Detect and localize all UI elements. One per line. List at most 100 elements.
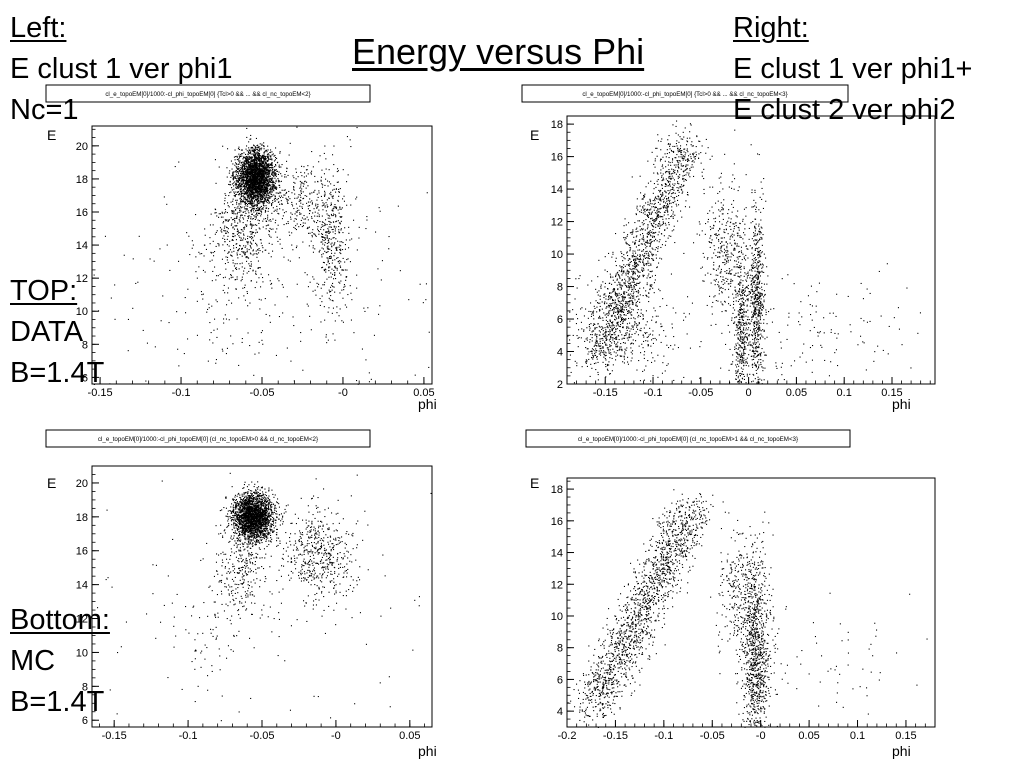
data-point <box>187 338 188 339</box>
data-point <box>250 195 251 196</box>
data-point <box>248 201 249 202</box>
data-point <box>253 375 254 376</box>
data-point <box>761 227 762 228</box>
data-point <box>234 176 235 177</box>
data-point <box>321 177 322 178</box>
data-point <box>274 169 275 170</box>
data-point <box>264 200 265 201</box>
data-point <box>243 245 244 246</box>
data-point <box>750 275 751 276</box>
data-point <box>255 153 256 154</box>
data-point <box>345 304 346 305</box>
data-point <box>328 218 329 219</box>
data-point <box>275 232 276 233</box>
data-point <box>743 314 744 315</box>
data-point <box>328 248 329 249</box>
data-point <box>274 178 275 179</box>
data-point <box>745 353 746 354</box>
data-point <box>286 171 287 172</box>
data-point <box>747 358 748 359</box>
data-point <box>747 345 748 346</box>
data-point <box>235 194 236 195</box>
data-point <box>328 270 329 271</box>
data-point <box>305 223 306 224</box>
data-point <box>256 175 257 176</box>
data-point <box>281 196 282 197</box>
data-point <box>237 175 238 176</box>
data-point <box>749 291 750 292</box>
data-point <box>341 290 342 291</box>
data-point <box>321 170 322 171</box>
data-point <box>379 207 380 208</box>
data-point <box>253 163 254 164</box>
data-point <box>254 185 255 186</box>
data-point <box>337 200 338 201</box>
data-point <box>318 210 319 211</box>
data-point <box>309 210 310 211</box>
data-point <box>308 286 309 287</box>
data-point <box>270 322 271 323</box>
data-point <box>745 300 746 301</box>
data-point <box>760 337 761 338</box>
data-point <box>744 379 745 380</box>
data-point <box>211 306 212 307</box>
data-point <box>743 302 744 303</box>
data-point <box>268 156 269 157</box>
data-point <box>260 215 261 216</box>
data-point <box>306 203 307 204</box>
data-point <box>340 308 341 309</box>
data-point <box>262 199 263 200</box>
data-point <box>252 233 253 234</box>
data-point <box>748 335 749 336</box>
data-point <box>275 183 276 184</box>
data-point <box>345 249 346 250</box>
data-point <box>260 286 261 287</box>
data-point <box>740 357 741 358</box>
data-point <box>739 317 740 318</box>
data-point <box>767 337 768 338</box>
data-point <box>255 287 256 288</box>
data-point <box>754 310 755 311</box>
data-point <box>740 351 741 352</box>
data-point <box>212 342 213 343</box>
data-point <box>246 190 247 191</box>
data-point <box>268 154 269 155</box>
data-point <box>306 182 307 183</box>
data-point <box>262 166 263 167</box>
data-point <box>338 231 339 232</box>
data-point <box>750 341 751 342</box>
data-point <box>243 212 244 213</box>
data-point <box>348 258 349 259</box>
data-point <box>760 264 761 265</box>
data-point <box>245 154 246 155</box>
data-point <box>267 154 268 155</box>
data-point <box>333 164 334 165</box>
data-point <box>759 239 760 240</box>
data-point <box>275 198 276 199</box>
data-point <box>740 294 741 295</box>
data-point <box>255 273 256 274</box>
data-point <box>312 236 313 237</box>
data-point <box>184 353 185 354</box>
data-point <box>210 243 211 244</box>
data-point <box>233 177 234 178</box>
data-point <box>145 381 146 382</box>
data-point <box>276 187 277 188</box>
data-point <box>252 270 253 271</box>
data-point <box>737 337 738 338</box>
data-point <box>324 225 325 226</box>
data-point <box>242 150 243 151</box>
data-point <box>729 370 730 371</box>
data-point <box>214 267 215 268</box>
data-point <box>272 244 273 245</box>
data-point <box>286 198 287 199</box>
data-point <box>342 198 343 199</box>
data-point <box>235 288 236 289</box>
data-point <box>260 155 261 156</box>
data-point <box>256 177 257 178</box>
data-point <box>311 192 312 193</box>
data-point <box>231 277 232 278</box>
data-point <box>755 219 756 220</box>
data-point <box>272 173 273 174</box>
data-point <box>329 256 330 257</box>
